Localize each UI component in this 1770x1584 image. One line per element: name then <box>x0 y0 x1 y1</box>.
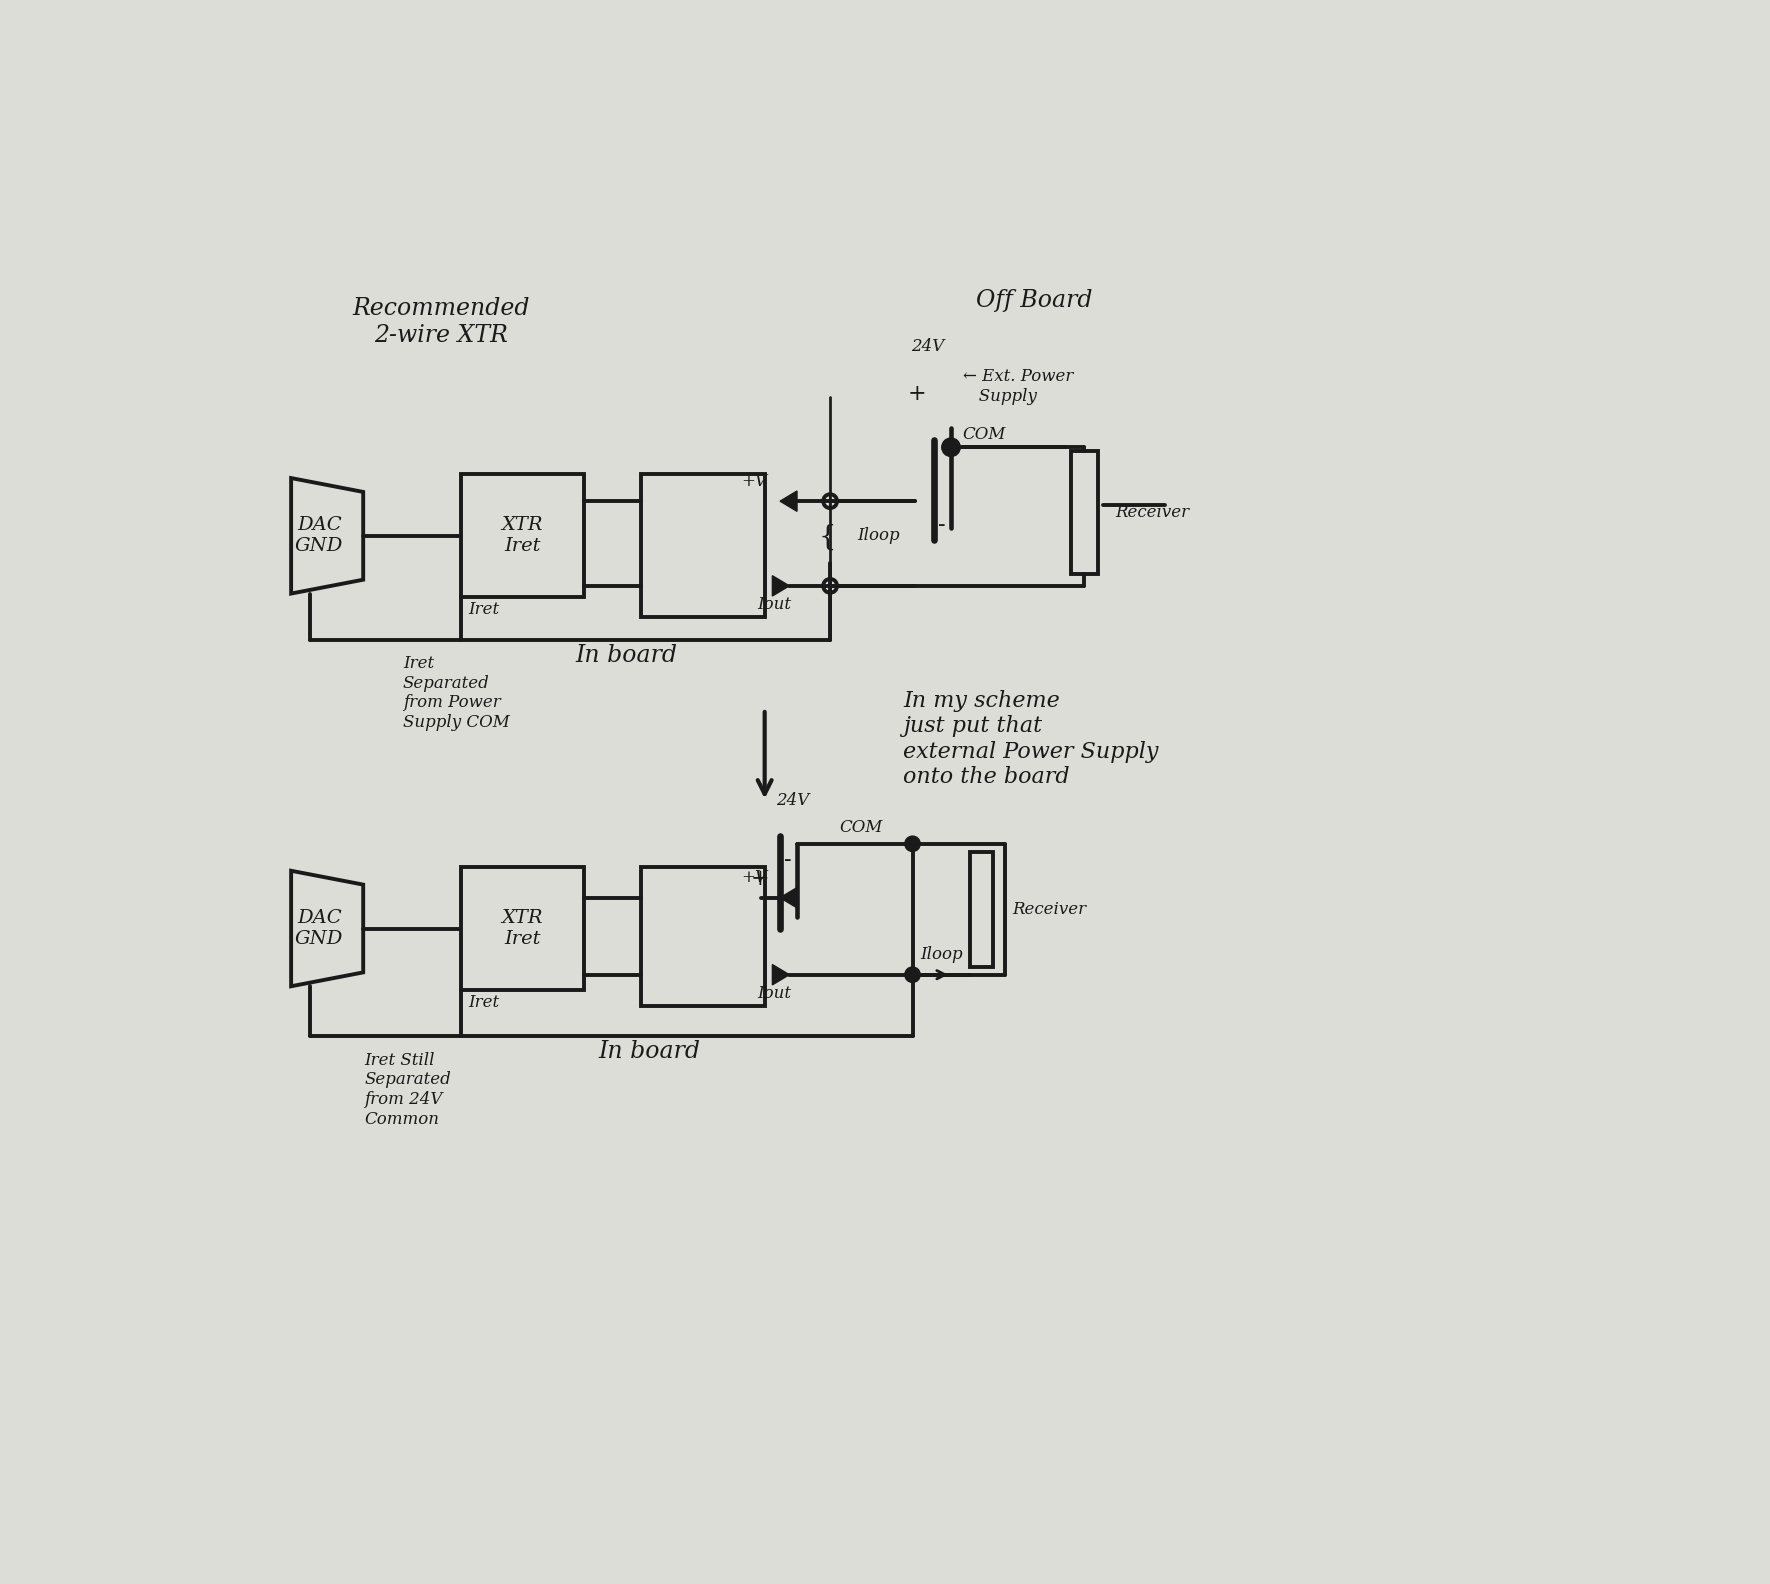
Text: XTR
Iret: XTR Iret <box>501 909 543 947</box>
Polygon shape <box>772 575 789 596</box>
Bar <box>970 852 993 966</box>
Text: ← Ext. Power
   Supply: ← Ext. Power Supply <box>963 369 1073 406</box>
Text: DAC
GND: DAC GND <box>296 909 343 947</box>
Text: Iret Still
Separated
from 24V
Common: Iret Still Separated from 24V Common <box>365 1052 451 1128</box>
Bar <box>641 474 765 616</box>
Text: Iloop: Iloop <box>920 946 963 963</box>
Text: 24V: 24V <box>912 337 943 355</box>
Circle shape <box>904 836 920 852</box>
Circle shape <box>904 966 920 982</box>
Text: Off Board: Off Board <box>975 290 1092 312</box>
Text: COM: COM <box>963 426 1005 444</box>
Text: Iret
Separated
from Power
Supply COM: Iret Separated from Power Supply COM <box>404 656 510 730</box>
Text: 24V: 24V <box>777 792 809 809</box>
Text: Iout: Iout <box>758 985 791 1001</box>
Circle shape <box>942 439 961 456</box>
Text: Recommended
2-wire XTR: Recommended 2-wire XTR <box>352 298 529 347</box>
Text: -: - <box>938 513 945 535</box>
Bar <box>460 866 584 990</box>
Text: XTR
Iret: XTR Iret <box>501 516 543 556</box>
Text: Iout: Iout <box>758 596 791 613</box>
Text: Iret: Iret <box>469 602 499 618</box>
Polygon shape <box>781 491 797 512</box>
Text: +V: +V <box>742 870 768 885</box>
Bar <box>641 866 765 1006</box>
Text: +V: +V <box>742 472 768 489</box>
Text: +: + <box>750 868 770 890</box>
Text: Iret: Iret <box>469 995 499 1011</box>
Text: {: { <box>818 524 844 551</box>
Text: Iloop: Iloop <box>857 526 899 543</box>
Text: In board: In board <box>598 1041 701 1063</box>
Polygon shape <box>781 887 797 908</box>
Text: Receiver: Receiver <box>1115 504 1189 521</box>
Text: DAC
GND: DAC GND <box>296 516 343 556</box>
Text: COM: COM <box>839 819 883 836</box>
Text: -: - <box>784 849 791 871</box>
Text: In board: In board <box>575 643 678 667</box>
Bar <box>460 474 584 597</box>
Polygon shape <box>772 965 789 985</box>
Text: Receiver: Receiver <box>1012 901 1087 917</box>
Text: +: + <box>908 383 926 406</box>
Bar <box>1071 451 1097 575</box>
Text: In my scheme
just put that
external Power Supply
onto the board: In my scheme just put that external Powe… <box>903 689 1159 787</box>
